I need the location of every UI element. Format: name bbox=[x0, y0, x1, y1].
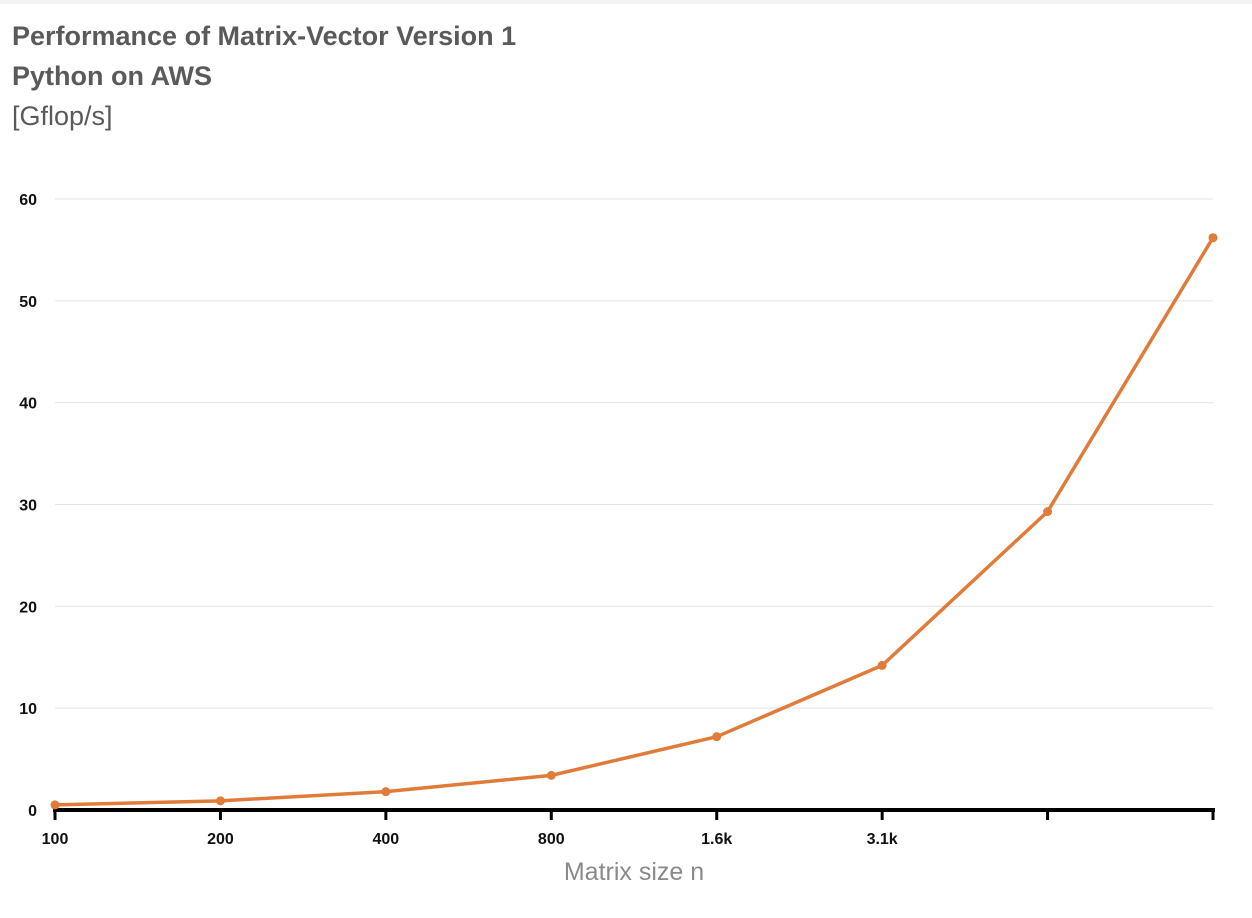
y-tick-label: 0 bbox=[28, 803, 37, 820]
x-tick-label: 200 bbox=[207, 831, 234, 848]
x-tick-label: 1.6k bbox=[701, 831, 732, 848]
x-tick-label: 100 bbox=[42, 831, 69, 848]
chart-subtitle: Python on AWS bbox=[12, 61, 212, 91]
y-axis-ticks: 0 10 20 30 40 50 60 bbox=[19, 192, 37, 820]
data-point bbox=[381, 787, 391, 797]
y-tick-label: 10 bbox=[19, 701, 37, 718]
y-tick-label: 40 bbox=[19, 396, 37, 413]
series-lines bbox=[54, 236, 1215, 807]
grid-lines bbox=[55, 198, 1213, 709]
x-axis-ticks: 100 200 400 800 1.6k 3.1k bbox=[42, 831, 898, 848]
chart-title: Performance of Matrix-Vector Version 1 bbox=[12, 21, 517, 51]
x-tick-label: 800 bbox=[538, 831, 565, 848]
data-point bbox=[712, 732, 722, 742]
data-point bbox=[546, 770, 556, 780]
y-tick-label: 30 bbox=[19, 498, 37, 515]
y-tick-label: 50 bbox=[19, 294, 37, 311]
series-line bbox=[54, 236, 1215, 807]
x-tick-label: 400 bbox=[373, 831, 400, 848]
data-point bbox=[215, 796, 225, 806]
data-point bbox=[1208, 233, 1218, 243]
x-tick-label: 3.1k bbox=[867, 831, 898, 848]
data-point bbox=[50, 800, 60, 810]
x-axis bbox=[53, 808, 1215, 820]
x-axis-label: Matrix size n bbox=[564, 858, 704, 886]
y-axis-label: [Gflop/s] bbox=[12, 101, 113, 131]
data-points bbox=[50, 233, 1218, 810]
y-tick-label: 20 bbox=[19, 599, 37, 616]
y-tick-label: 60 bbox=[19, 192, 37, 209]
data-point bbox=[877, 660, 887, 670]
data-point bbox=[1043, 507, 1053, 517]
top-border bbox=[0, 0, 1252, 4]
